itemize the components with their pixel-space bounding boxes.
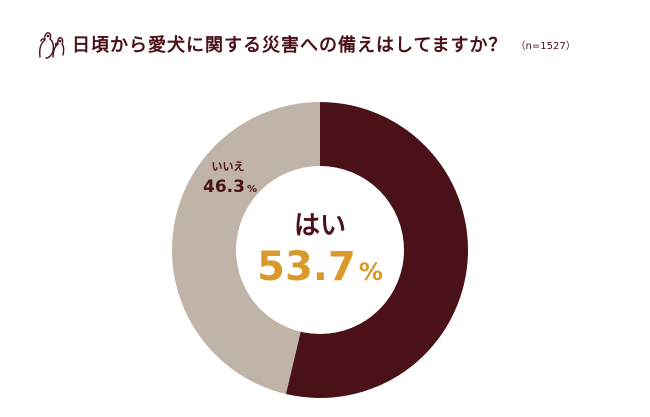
dogs-logo-icon: [36, 27, 66, 61]
no-label: いいえ: [212, 160, 245, 173]
chart-header: 日頃から愛犬に関する災害への備えはしてますか？ （n=1527）: [36, 24, 576, 64]
donut-hole: [236, 166, 404, 334]
no-value-label: 46.3%: [203, 177, 257, 197]
chart-title: 日頃から愛犬に関する災害への備えはしてますか？: [72, 35, 508, 56]
yes-label: はい: [294, 211, 346, 241]
yes-value-label: 53.7%: [257, 244, 383, 290]
sample-size: （n=1527）: [515, 40, 576, 52]
